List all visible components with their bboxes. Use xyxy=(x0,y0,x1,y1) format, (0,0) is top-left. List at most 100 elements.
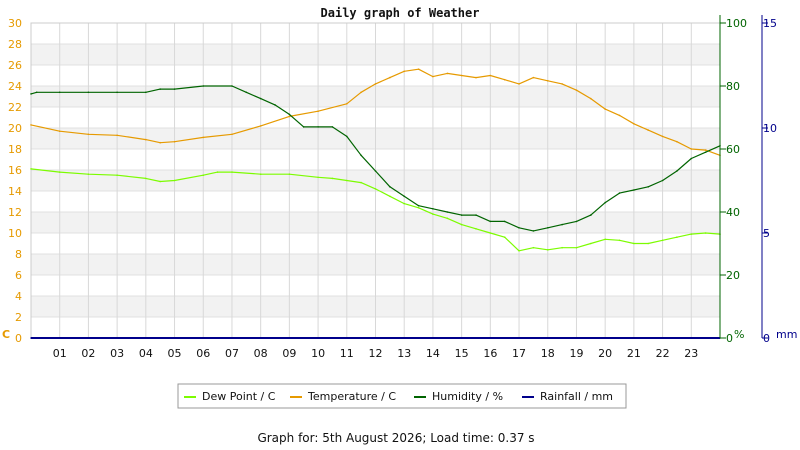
right-tick-label: 20 xyxy=(726,269,740,282)
data-point xyxy=(532,230,535,232)
data-point xyxy=(87,173,90,175)
data-point xyxy=(618,114,621,117)
data-point xyxy=(575,246,578,249)
data-point xyxy=(503,236,506,238)
x-tick-label: 10 xyxy=(311,347,325,360)
data-point xyxy=(661,179,664,182)
rain-tick-label: 5 xyxy=(763,227,770,240)
data-point xyxy=(460,74,463,77)
series-layer xyxy=(30,68,721,339)
data-point xyxy=(575,89,578,91)
data-point xyxy=(432,75,434,78)
left-tick-label: 28 xyxy=(8,38,22,51)
x-tick-label: 20 xyxy=(598,347,612,360)
data-point xyxy=(216,171,219,173)
series-2 xyxy=(30,85,721,232)
data-point xyxy=(116,174,118,176)
left-tick-label: 8 xyxy=(15,248,22,261)
data-point xyxy=(202,174,205,176)
data-point xyxy=(676,170,678,172)
data-point xyxy=(403,70,406,73)
rain-tick-label: 10 xyxy=(763,122,777,135)
data-point xyxy=(360,154,362,157)
data-point xyxy=(288,173,291,175)
data-point xyxy=(446,217,449,220)
data-point xyxy=(532,246,535,249)
x-tick-label: 22 xyxy=(656,347,670,360)
left-tick-label: 0 xyxy=(15,332,22,345)
legend-label: Rainfall / mm xyxy=(540,390,613,403)
data-point xyxy=(690,233,693,235)
data-point xyxy=(145,91,147,94)
data-point xyxy=(633,189,635,191)
x-tick-label: 08 xyxy=(254,347,268,360)
data-point xyxy=(503,220,506,223)
data-point xyxy=(374,170,377,172)
series-3 xyxy=(30,337,721,339)
rain-tick-label: 15 xyxy=(763,17,777,30)
data-point xyxy=(547,249,549,251)
left-axis-unit: C xyxy=(2,328,10,341)
data-point xyxy=(145,138,147,141)
x-tick-label: 18 xyxy=(541,347,555,360)
left-tick-label: 24 xyxy=(8,80,22,93)
x-tick-label: 21 xyxy=(627,347,641,360)
data-point xyxy=(231,85,233,87)
data-point xyxy=(346,179,348,182)
x-tick-label: 05 xyxy=(168,347,182,360)
right-tick-label: 100 xyxy=(726,17,747,30)
data-point xyxy=(561,223,563,226)
data-point xyxy=(58,171,61,173)
data-point xyxy=(159,141,161,144)
data-point xyxy=(288,113,291,116)
x-tick-label: 04 xyxy=(139,347,153,360)
data-point xyxy=(145,177,147,180)
data-point xyxy=(590,214,592,216)
left-tick-label: 2 xyxy=(15,311,22,324)
data-point xyxy=(403,202,406,205)
data-point xyxy=(489,74,492,77)
left-tick-label: 30 xyxy=(8,17,22,30)
data-point xyxy=(532,76,535,79)
x-tick-label: 13 xyxy=(397,347,411,360)
data-point xyxy=(231,171,233,173)
data-point xyxy=(360,91,362,94)
data-point xyxy=(417,204,420,207)
left-tick-label: 12 xyxy=(8,206,22,219)
data-point xyxy=(116,91,118,94)
data-point xyxy=(417,68,420,70)
data-point xyxy=(633,242,635,245)
data-point xyxy=(403,195,406,198)
data-point xyxy=(547,80,549,82)
data-point xyxy=(274,104,276,106)
data-point xyxy=(690,148,693,150)
data-point xyxy=(575,220,578,223)
data-point xyxy=(604,238,606,241)
data-point xyxy=(590,97,592,100)
data-point xyxy=(432,213,434,215)
x-tick-label: 09 xyxy=(282,347,296,360)
data-point xyxy=(30,93,32,95)
data-point xyxy=(633,123,635,125)
right-tick-label: 60 xyxy=(726,143,740,156)
data-point xyxy=(30,168,32,170)
data-point xyxy=(446,72,449,75)
rain-axis-unit: mm xyxy=(776,328,797,341)
data-point xyxy=(647,186,649,188)
series-0 xyxy=(30,168,721,252)
data-point xyxy=(604,108,606,110)
data-point xyxy=(389,76,391,79)
x-tick-label: 23 xyxy=(684,347,698,360)
left-tick-label: 20 xyxy=(8,122,22,135)
data-point xyxy=(561,246,563,249)
left-tick-label: 4 xyxy=(15,290,22,303)
legend-box xyxy=(177,383,627,409)
data-point xyxy=(159,88,161,90)
data-point xyxy=(87,91,90,94)
data-point xyxy=(503,78,506,81)
data-point xyxy=(116,134,118,137)
chart-footer: Graph for: 5th August 2026; Load time: 0… xyxy=(257,431,534,445)
left-tick-label: 18 xyxy=(8,143,22,156)
data-point xyxy=(374,188,377,190)
x-tick-label: 19 xyxy=(569,347,583,360)
